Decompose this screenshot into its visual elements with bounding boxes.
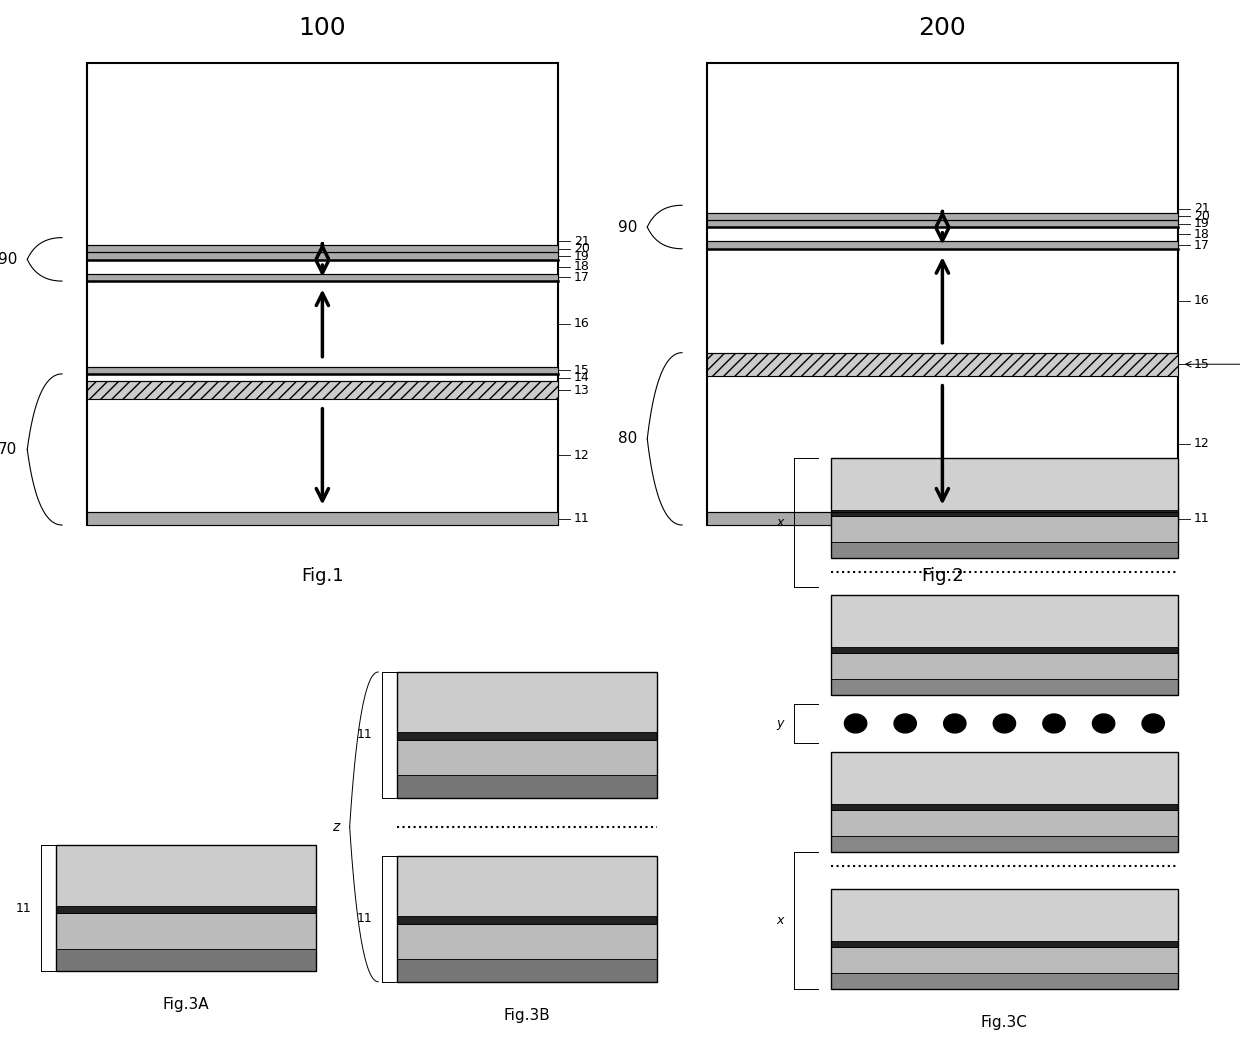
Bar: [87, 366, 558, 374]
Text: 200: 200: [919, 16, 966, 40]
Text: 20: 20: [574, 243, 590, 255]
Bar: [56, 845, 316, 906]
Bar: [56, 845, 316, 971]
Bar: [397, 775, 657, 798]
Text: 13: 13: [574, 383, 590, 397]
Bar: [87, 512, 558, 525]
Bar: [831, 647, 1178, 653]
Bar: [831, 803, 1178, 810]
Bar: [56, 906, 316, 914]
Bar: [831, 458, 1178, 558]
Bar: [707, 353, 1178, 376]
Text: 11: 11: [356, 729, 372, 741]
Bar: [397, 672, 657, 733]
Text: 100: 100: [299, 16, 346, 40]
Text: Fig.3B: Fig.3B: [503, 1008, 551, 1023]
Bar: [831, 595, 1178, 695]
Text: 12: 12: [574, 449, 590, 462]
Text: Fig.1: Fig.1: [301, 567, 343, 585]
Bar: [397, 740, 657, 775]
Bar: [397, 856, 657, 917]
Bar: [397, 672, 657, 798]
Bar: [831, 653, 1178, 679]
Bar: [831, 810, 1178, 836]
Text: 70: 70: [0, 442, 17, 457]
Circle shape: [993, 714, 1016, 733]
Text: 80: 80: [618, 432, 637, 446]
Text: 21: 21: [574, 235, 590, 248]
Bar: [831, 458, 1178, 509]
Bar: [831, 516, 1178, 542]
Text: 16: 16: [574, 317, 590, 331]
Text: Fig.3A: Fig.3A: [162, 998, 210, 1012]
Text: 19: 19: [1194, 217, 1210, 230]
Bar: [397, 917, 657, 924]
Text: 14: 14: [574, 371, 590, 384]
Bar: [56, 914, 316, 948]
Text: 11: 11: [15, 902, 31, 915]
Bar: [831, 595, 1178, 647]
Bar: [831, 889, 1178, 989]
Bar: [397, 959, 657, 982]
Circle shape: [1092, 714, 1115, 733]
Text: 17: 17: [1194, 238, 1210, 252]
Text: 18: 18: [574, 260, 590, 273]
Bar: [707, 220, 1178, 228]
Circle shape: [1142, 714, 1164, 733]
Text: 90: 90: [618, 219, 637, 234]
Text: y: y: [776, 717, 784, 730]
Circle shape: [894, 714, 916, 733]
Circle shape: [844, 714, 867, 733]
Bar: [707, 63, 1178, 525]
Text: 11: 11: [574, 512, 590, 525]
Text: 17: 17: [574, 271, 590, 284]
Bar: [87, 252, 558, 259]
Text: 15: 15: [574, 363, 590, 377]
Bar: [831, 947, 1178, 973]
Text: Fig.2: Fig.2: [921, 567, 963, 585]
Bar: [831, 542, 1178, 558]
Bar: [397, 733, 657, 740]
Text: Fig.3C: Fig.3C: [981, 1015, 1028, 1030]
Bar: [831, 752, 1178, 803]
Text: 21: 21: [1194, 203, 1210, 215]
Bar: [831, 889, 1178, 941]
Text: 20: 20: [1194, 210, 1210, 223]
Bar: [831, 679, 1178, 695]
Bar: [397, 924, 657, 959]
Text: 12: 12: [1194, 438, 1210, 450]
Bar: [397, 856, 657, 982]
Bar: [831, 941, 1178, 947]
Bar: [831, 836, 1178, 852]
Bar: [707, 213, 1178, 220]
Text: 11: 11: [356, 912, 372, 925]
Bar: [831, 973, 1178, 989]
Text: 18: 18: [1194, 228, 1210, 240]
Bar: [87, 245, 558, 252]
Bar: [831, 509, 1178, 516]
Text: 15: 15: [1194, 358, 1210, 371]
Text: 16: 16: [1194, 294, 1210, 308]
Text: 11: 11: [1194, 512, 1210, 525]
Circle shape: [1043, 714, 1065, 733]
Text: x: x: [776, 914, 784, 927]
Bar: [87, 381, 558, 399]
Circle shape: [944, 714, 966, 733]
Text: 90: 90: [0, 252, 17, 267]
Bar: [87, 274, 558, 281]
Bar: [707, 242, 1178, 249]
Text: x: x: [776, 516, 784, 529]
Bar: [56, 948, 316, 971]
Bar: [831, 752, 1178, 852]
Bar: [87, 63, 558, 525]
Text: z: z: [332, 820, 340, 834]
Bar: [707, 512, 1178, 525]
Text: 19: 19: [574, 250, 590, 262]
